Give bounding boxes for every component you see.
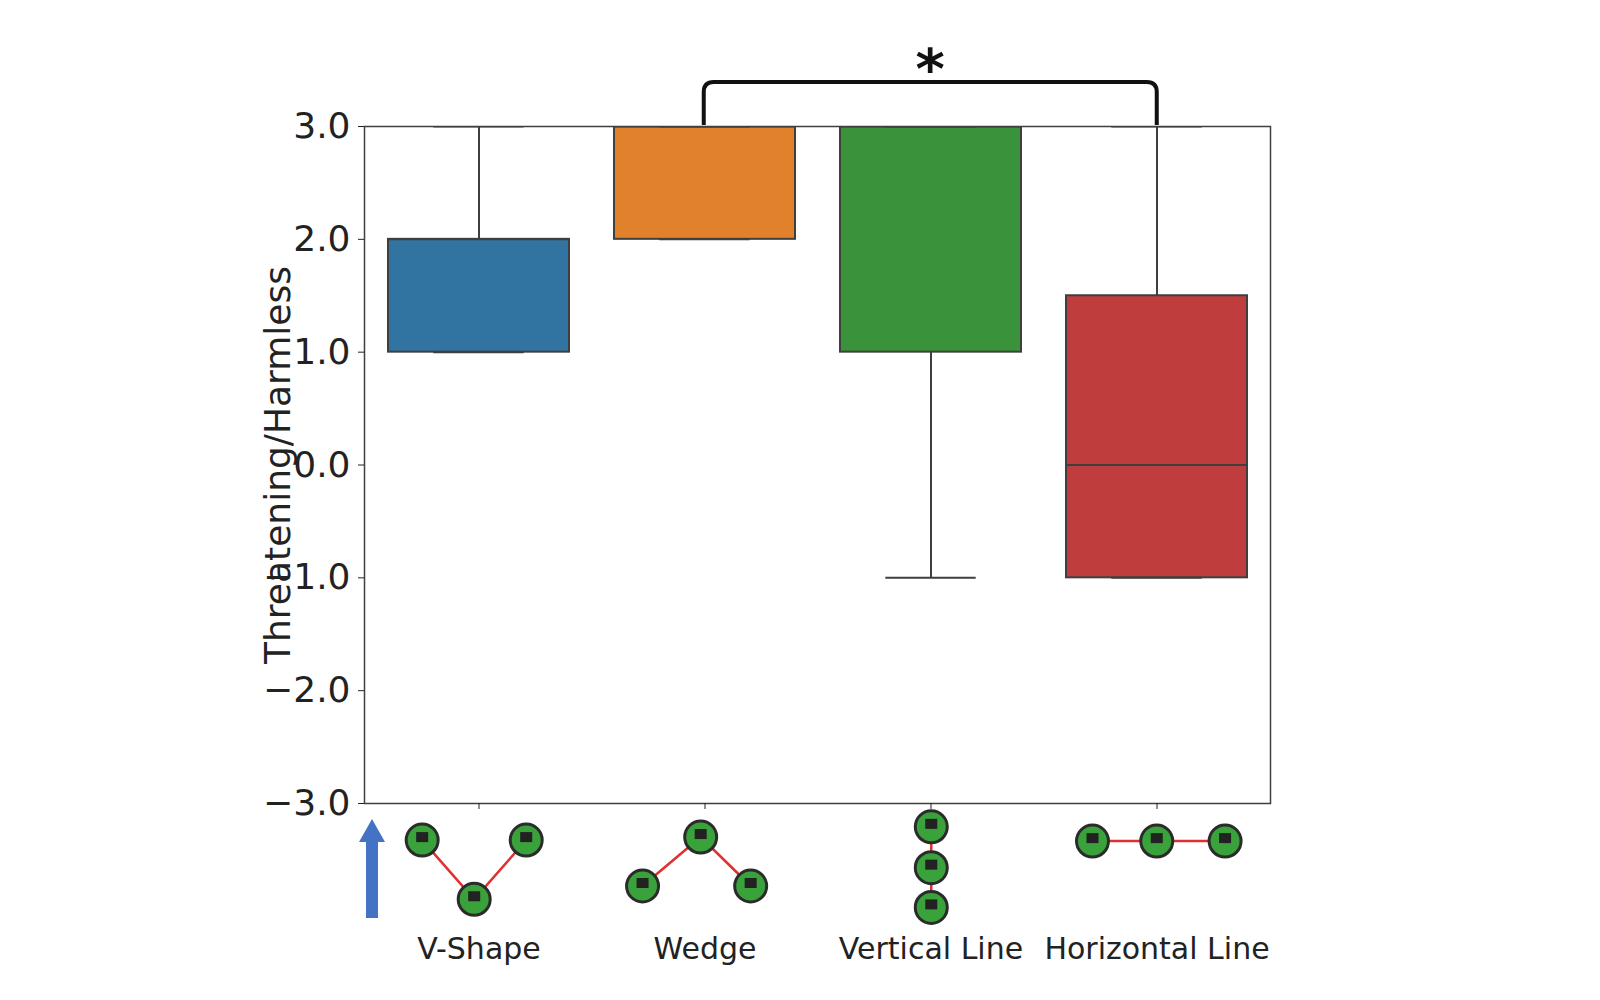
svg-text:−2.0: −2.0: [263, 669, 350, 710]
svg-text:*: *: [916, 36, 945, 101]
svg-text:−3.0: −3.0: [263, 782, 350, 823]
svg-text:Threatening/Harmless: Threatening/Harmless: [257, 266, 298, 665]
svg-text:Vertical Line: Vertical Line: [839, 931, 1023, 966]
svg-text:1.0: 1.0: [293, 331, 350, 372]
svg-text:−1.0: −1.0: [263, 556, 351, 598]
svg-text:3.0: 3.0: [293, 105, 350, 146]
svg-text:2.0: 2.0: [293, 218, 350, 259]
svg-text:Wedge: Wedge: [654, 931, 757, 966]
svg-text:V-Shape: V-Shape: [417, 931, 541, 966]
svg-text:Horizontal Line: Horizontal Line: [1044, 931, 1269, 966]
svg-text:0.0: 0.0: [293, 444, 350, 485]
